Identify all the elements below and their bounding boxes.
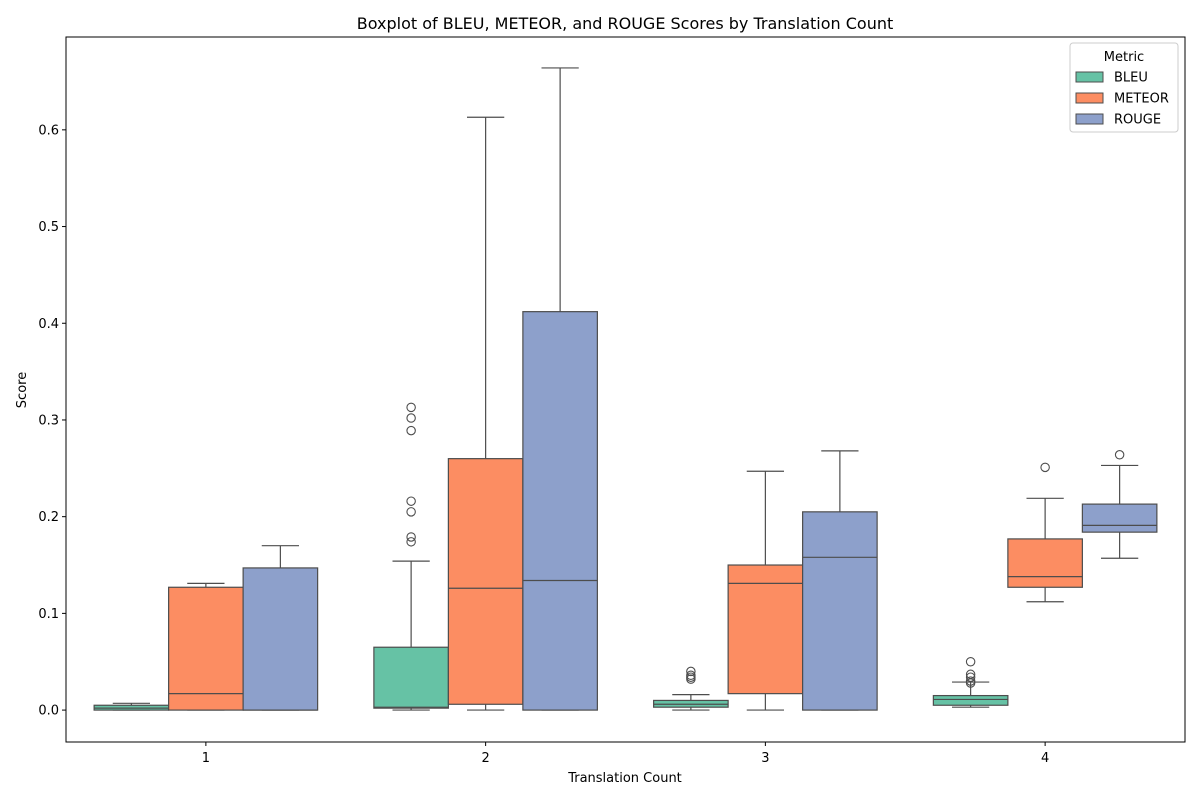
x-tick-label: 4 [1041,751,1049,766]
box-rouge [1081,503,1158,533]
box-bleu [932,694,1009,706]
box-rouge [522,311,598,711]
outlier-point [965,669,976,680]
y-tick-label: 0.3 [38,413,59,428]
legend-swatch-bleu [1075,71,1104,83]
legend-title: Metric [1104,50,1144,65]
box-meteor [168,586,244,711]
legend: Metric BLEU METEOR ROUGE [1069,42,1179,133]
outlier-point [406,496,416,506]
outlier-point [406,537,416,547]
y-tick-label: 0.4 [38,317,59,332]
series-rouge [242,67,1158,711]
x-tick-label: 2 [481,751,489,766]
box-meteor [447,458,524,705]
outlier-point [406,507,416,517]
outlier-point [686,670,696,681]
series-bleu [93,402,1009,711]
x-axis: 1 2 3 4 [202,742,1049,766]
y-tick-label: 0.6 [38,123,59,138]
box-meteor [1007,538,1083,588]
y-axis: 0.0 0.1 0.2 0.3 0.4 0.5 0.6 [38,123,66,719]
box-meteor [727,564,804,695]
y-axis-label: Score [15,372,30,408]
box-rouge [242,567,319,711]
chart-title: Boxplot of BLEU, METEOR, and ROUGE Score… [357,14,894,33]
y-tick-label: 0.2 [38,510,59,525]
legend-frame [1069,42,1179,133]
legend-label-bleu: BLEU [1114,71,1148,86]
y-tick-label: 0.1 [38,607,59,622]
series-meteor [168,116,1083,711]
outlier-point [965,672,976,682]
outlier-point [965,676,976,686]
outlier-point [406,532,416,542]
outlier-point [965,656,976,667]
box-rouge [802,511,878,711]
outlier-point [406,402,416,413]
y-tick-label: 0.5 [38,220,59,235]
plot-area [65,36,1186,743]
legend-swatch-meteor [1075,92,1104,104]
y-tick-label: 0.0 [38,704,59,719]
box-series-group [93,67,1158,711]
legend-label-rouge: ROUGE [1114,113,1161,128]
x-tick-label: 3 [761,751,769,766]
outlier-point [686,666,696,677]
outlier-point [406,413,416,423]
outlier-point [1114,450,1125,460]
x-tick-label: 1 [202,751,210,766]
outlier-point [406,425,416,436]
legend-label-meteor: METEOR [1114,92,1169,107]
outlier-point [1040,462,1050,473]
x-axis-label: Translation Count [567,771,682,786]
box-bleu [373,646,449,709]
legend-swatch-rouge [1075,113,1104,125]
